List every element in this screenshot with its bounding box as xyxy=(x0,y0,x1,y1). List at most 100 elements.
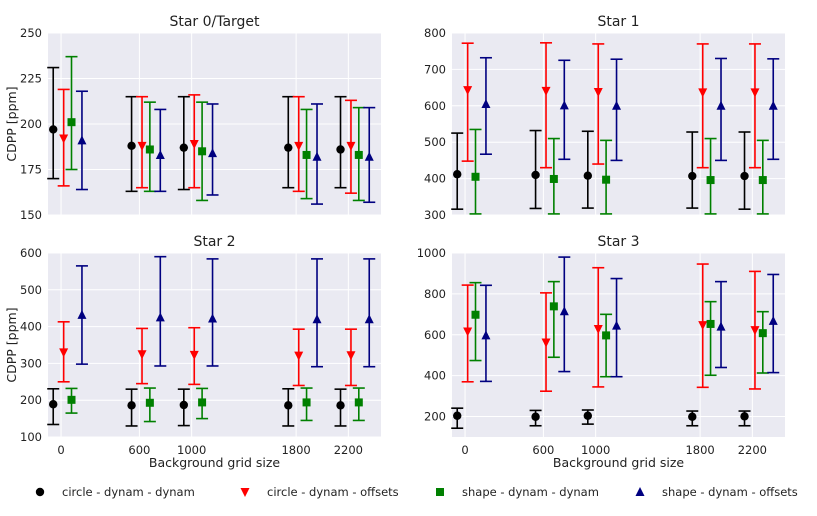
data-point xyxy=(758,329,767,338)
x-tick-label: 2200 xyxy=(334,443,363,457)
data-point xyxy=(463,327,473,337)
data-point xyxy=(559,100,569,110)
data-point xyxy=(740,171,749,181)
legend-marker xyxy=(240,488,250,497)
y-tick-label: 800 xyxy=(424,26,446,40)
data-point xyxy=(77,309,87,319)
data-point xyxy=(583,411,593,420)
x-axis-label: Background grid size xyxy=(149,455,281,470)
y-tick-label: 300 xyxy=(20,356,42,370)
data-point xyxy=(302,398,311,407)
data-point xyxy=(481,98,491,108)
data-point xyxy=(77,135,87,145)
y-tick-label: 600 xyxy=(424,328,446,342)
data-point xyxy=(481,330,491,340)
panel-title: Star 0/Target xyxy=(169,14,260,30)
x-tick-label: 2200 xyxy=(738,443,767,457)
y-axis-label: CDPP [ppm] xyxy=(4,307,19,382)
plot-area-4 xyxy=(452,253,785,437)
y-tick-label: 175 xyxy=(20,163,42,177)
y-tick-label: 200 xyxy=(20,393,42,407)
data-point xyxy=(471,310,480,319)
y-tick-label: 200 xyxy=(424,410,446,424)
data-point xyxy=(137,350,147,360)
data-point xyxy=(768,315,778,325)
data-point xyxy=(312,314,322,324)
data-point xyxy=(354,398,363,407)
y-axis-label: CDPP [ppm] xyxy=(4,86,19,161)
data-point xyxy=(59,348,69,358)
x-tick-label: 600 xyxy=(532,443,554,457)
data-point xyxy=(49,125,58,134)
data-point xyxy=(750,326,760,336)
data-point xyxy=(302,150,311,159)
x-tick-label: 1800 xyxy=(685,443,714,457)
y-tick-label: 600 xyxy=(20,246,42,260)
data-point xyxy=(463,86,473,96)
data-point xyxy=(758,176,767,185)
data-point xyxy=(541,338,551,348)
x-tick-label: 1800 xyxy=(281,443,310,457)
y-tick-label: 150 xyxy=(20,208,42,222)
data-point xyxy=(750,88,760,98)
data-point xyxy=(716,321,726,331)
data-point xyxy=(179,400,189,410)
panel-title: Star 3 xyxy=(597,234,639,250)
legend-label: shape - dynam - offsets xyxy=(662,485,798,499)
data-point xyxy=(706,176,715,185)
plot-area-3 xyxy=(48,253,381,437)
x-tick-label: 1000 xyxy=(177,443,206,457)
data-point xyxy=(145,398,154,407)
data-point xyxy=(471,172,480,181)
y-tick-label: 300 xyxy=(424,208,446,222)
data-point xyxy=(549,302,558,311)
data-point xyxy=(531,412,540,421)
x-tick-label: 600 xyxy=(128,443,150,457)
data-point xyxy=(740,412,749,421)
x-tick-label: 1000 xyxy=(581,443,610,457)
data-point xyxy=(189,140,199,150)
data-point xyxy=(294,351,304,361)
data-point xyxy=(336,401,345,410)
data-point xyxy=(688,412,697,421)
x-tick-label: 0 xyxy=(461,443,468,457)
y-tick-label: 100 xyxy=(20,430,42,444)
data-point xyxy=(364,151,374,161)
y-tick-label: 700 xyxy=(424,62,446,76)
y-tick-label: 400 xyxy=(20,320,42,334)
y-tick-label: 400 xyxy=(424,172,446,186)
data-point xyxy=(198,398,207,407)
data-point xyxy=(67,395,76,404)
y-tick-label: 225 xyxy=(20,72,42,86)
data-point xyxy=(716,100,726,110)
plot-area-2 xyxy=(452,33,785,215)
x-axis-label: Background grid size xyxy=(553,455,685,470)
data-point xyxy=(294,141,304,151)
data-point xyxy=(179,143,189,152)
data-point xyxy=(155,312,165,322)
y-tick-label: 400 xyxy=(424,369,446,383)
legend-label: shape - dynam - dynam xyxy=(462,485,599,499)
data-point xyxy=(698,88,708,98)
legend-marker xyxy=(35,487,45,497)
data-point xyxy=(155,149,165,159)
legend-marker xyxy=(436,488,444,496)
y-tick-label: 1000 xyxy=(417,246,446,260)
data-point xyxy=(768,100,778,110)
data-point xyxy=(312,151,322,161)
data-point xyxy=(208,313,218,323)
data-point xyxy=(284,143,293,152)
data-point xyxy=(593,325,603,335)
y-tick-label: 600 xyxy=(424,99,446,113)
data-point xyxy=(559,306,569,316)
data-point xyxy=(137,141,147,151)
data-point xyxy=(688,171,697,181)
data-point xyxy=(593,87,603,97)
y-tick-label: 800 xyxy=(424,287,446,301)
data-point xyxy=(612,320,622,330)
data-point xyxy=(284,401,293,410)
data-point xyxy=(364,314,374,324)
data-point xyxy=(354,150,363,159)
data-point xyxy=(198,147,207,156)
